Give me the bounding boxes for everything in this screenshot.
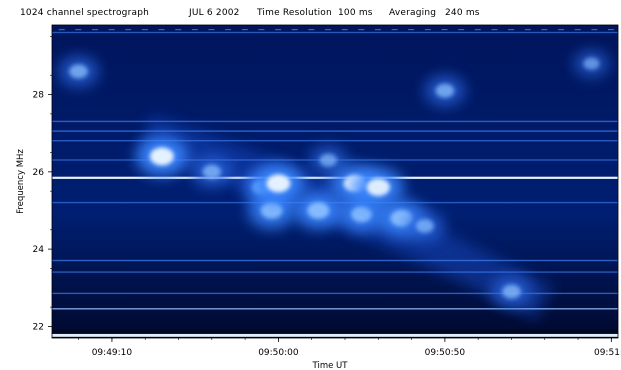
burst-core	[202, 164, 222, 179]
time-resolution-value: 100 ms	[338, 8, 373, 18]
time-marker	[391, 29, 398, 31]
burst-core	[351, 206, 373, 223]
interference-line	[52, 271, 618, 273]
time-marker	[375, 29, 381, 31]
burst-core	[435, 83, 455, 98]
burst-core	[307, 202, 330, 219]
burst-core	[583, 57, 600, 70]
time-marker	[241, 29, 248, 31]
time-marker	[358, 29, 365, 31]
observation-date: JUL 6 2002	[189, 8, 240, 18]
time-marker	[608, 29, 614, 31]
interference-line	[52, 292, 618, 295]
y-tick-label: 24	[33, 245, 45, 255]
time-marker	[491, 29, 498, 31]
time-marker	[325, 29, 331, 31]
burst-core	[502, 284, 521, 299]
spectrogram-image	[52, 25, 618, 338]
x-tick-label: 09:51:4	[594, 348, 621, 358]
interference-line	[52, 308, 618, 310]
time-marker	[458, 29, 465, 31]
interference-line	[52, 31, 618, 34]
time-marker	[225, 29, 232, 31]
time-marker	[591, 29, 598, 31]
y-tick-label: 28	[33, 91, 45, 101]
averaging-value: 240 ms	[445, 8, 480, 18]
y-axis-title: Frequency MHz	[16, 149, 26, 214]
time-marker	[125, 29, 132, 31]
time-marker	[275, 29, 282, 31]
interference-line	[52, 130, 618, 132]
time-marker	[558, 29, 565, 31]
time-marker	[75, 29, 82, 31]
x-tick-label: 09:49:10	[92, 348, 133, 358]
burst-core	[260, 202, 283, 219]
x-tick-label: 09:50:50	[425, 348, 466, 358]
x-tick-label: 09:50:00	[258, 348, 299, 358]
plot-frame	[51, 24, 619, 339]
burst-core	[319, 153, 337, 167]
interference-line	[52, 259, 618, 262]
time-marker	[524, 29, 531, 31]
time-marker	[108, 29, 115, 31]
time-marker	[408, 29, 415, 31]
burst-core	[69, 64, 88, 79]
time-marker	[158, 29, 165, 31]
y-tick-label: 22	[33, 322, 44, 332]
burst-core	[366, 178, 390, 197]
time-marker	[191, 29, 198, 31]
time-marker	[341, 29, 348, 31]
time-marker	[424, 29, 431, 31]
time-marker	[58, 29, 65, 31]
interference-line	[52, 140, 618, 142]
time-marker	[308, 29, 315, 31]
instrument-label: 1024 channel spectrograph	[20, 8, 150, 18]
time-marker	[291, 29, 298, 31]
y-tick-label: 26	[33, 168, 45, 178]
burst-core	[415, 219, 434, 233]
time-marker	[141, 29, 148, 31]
time-marker	[474, 29, 481, 31]
time-marker	[92, 29, 98, 31]
time-marker	[541, 29, 548, 31]
time-marker	[574, 29, 581, 31]
burst-core	[266, 174, 291, 193]
x-axis-title: Time UT	[312, 361, 349, 370]
time-marker	[441, 29, 448, 31]
interference-line	[52, 120, 618, 123]
time-marker	[175, 29, 182, 31]
time-marker	[208, 29, 215, 31]
time-marker	[258, 29, 265, 31]
burst-core	[149, 147, 174, 166]
averaging-label: Averaging	[389, 8, 437, 18]
time-resolution-label: Time Resolution	[257, 8, 332, 18]
bottom-edge-line	[52, 333, 618, 337]
time-marker	[508, 29, 515, 31]
